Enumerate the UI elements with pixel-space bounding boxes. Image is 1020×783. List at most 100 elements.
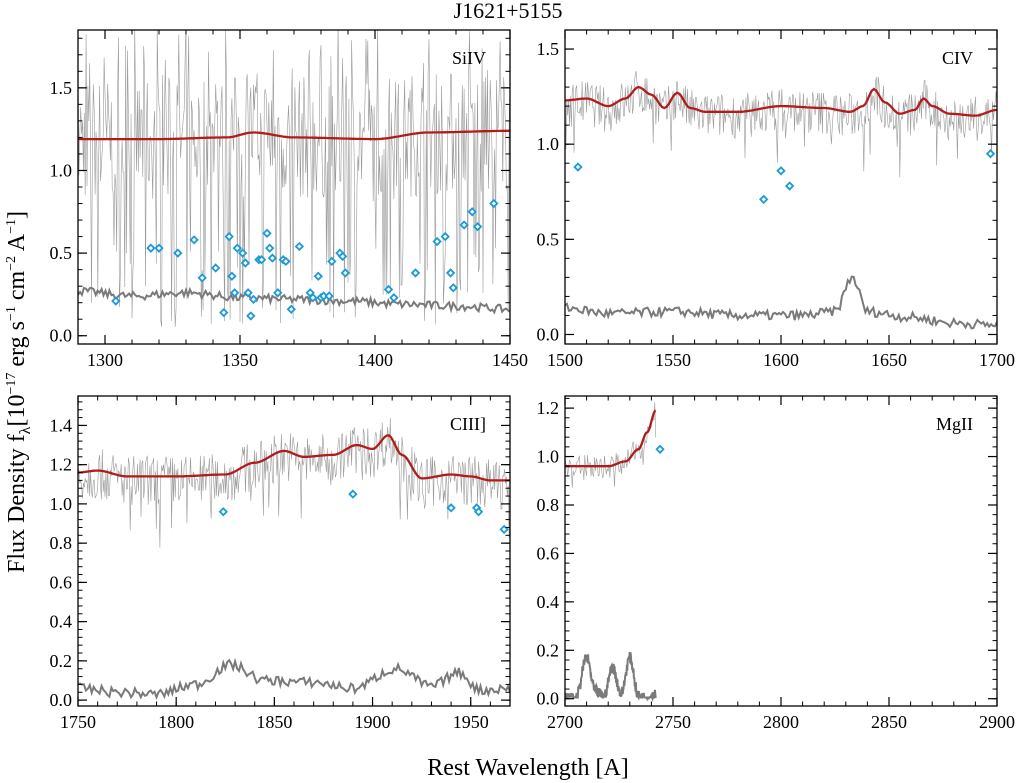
x-tick-label: 1650 <box>871 350 907 370</box>
x-tick-label: 1300 <box>87 350 123 370</box>
absorber-marker <box>146 243 156 253</box>
absorber-marker <box>218 507 228 517</box>
spectrum-line <box>78 417 510 548</box>
panel-label: SiIV <box>452 48 486 68</box>
plot-area <box>78 30 510 328</box>
absorber-marker <box>759 194 769 205</box>
y-tick-label: 1.5 <box>537 39 560 59</box>
absorber-marker <box>784 181 795 191</box>
absorber-marker <box>308 293 318 303</box>
panel-label: CIV <box>942 48 973 68</box>
x-tick-label: 1500 <box>547 350 583 370</box>
y-tick-label: 1.0 <box>537 134 560 154</box>
absorber-marker <box>256 255 267 265</box>
absorber-marker <box>573 162 583 172</box>
y-tick-label: 1.2 <box>50 455 73 475</box>
y-tick-label: 0.0 <box>50 690 73 710</box>
absorber-marker <box>448 283 458 293</box>
x-tick-label: 2850 <box>871 712 907 732</box>
plot-area <box>78 417 510 701</box>
x-tick-label: 1600 <box>763 350 799 370</box>
y-tick-label: 1.5 <box>50 78 73 98</box>
x-tick-label: 1750 <box>60 712 96 732</box>
absorber-marker <box>286 304 296 314</box>
y-tick-label: 0.6 <box>50 572 73 592</box>
model-line <box>565 409 657 468</box>
y-axis-label-cm-exp: −2 <box>4 256 19 271</box>
absorber-marker <box>432 236 442 247</box>
absorber-marker <box>227 271 237 281</box>
x-tick-label: 1450 <box>492 350 528 370</box>
absorber-marker <box>224 231 234 242</box>
absorber-marker <box>340 268 350 278</box>
absorber-marker <box>446 503 456 513</box>
y-tick-label: 0.2 <box>50 651 73 671</box>
y-tick-label: 0.8 <box>537 495 560 515</box>
absorber-marker <box>324 291 334 301</box>
error-line <box>565 651 657 703</box>
absorber-marker <box>265 243 275 253</box>
absorber-marker <box>383 284 394 295</box>
panel-mgii: 2700 2750 2800 2850 2900 0.0 0.2 0.4 0.6 0.8 1.0 1.… <box>537 395 1015 732</box>
x-tick-label: 1900 <box>355 712 391 732</box>
x-axis-label: Rest Wavelength [A] <box>427 755 629 781</box>
absorber-marker <box>267 253 278 263</box>
absorber-marker <box>294 241 305 252</box>
absorber-marker <box>655 444 665 454</box>
spectrum-line <box>565 70 997 178</box>
y-tick-label: 0.6 <box>537 543 560 563</box>
model-line <box>78 129 510 141</box>
panel-civ: 1500 1550 1600 1650 1700 0.0 0.5 1.0 1.5 CIV <box>537 29 1015 370</box>
y-tick-label: 0.4 <box>537 592 560 612</box>
y-axis-label-units: [10 <box>4 395 30 427</box>
x-tick-label: 1800 <box>158 712 194 732</box>
panels: 1300 1350 1400 1450 0.0 0.5 1.0 1.5 SiIV 1500 1550… <box>50 29 1015 732</box>
x-tick-label: 2750 <box>655 712 691 732</box>
model-line <box>565 85 997 117</box>
absorber-marker <box>173 248 183 258</box>
x-tick-label: 2700 <box>547 712 583 732</box>
y-axis-label-subscript: λ <box>17 426 34 434</box>
y-tick-label: 0.2 <box>537 640 560 660</box>
chart-title: J1621+5155 <box>454 0 563 23</box>
absorber-marker <box>313 271 323 281</box>
absorber-marker <box>211 263 221 273</box>
absorber-marker <box>459 220 469 230</box>
absorber-marker <box>248 294 259 305</box>
absorber-marker <box>232 243 242 253</box>
error-line <box>78 657 510 701</box>
y-tick-label: 0.0 <box>50 326 73 346</box>
x-tick-label: 2900 <box>979 712 1015 732</box>
y-axis-label: Flux Density fλ[10−17 erg s−1 cm−2 A−1] <box>4 211 34 573</box>
y-tick-label: 0.5 <box>537 229 560 249</box>
y-tick-label: 0.4 <box>50 612 73 632</box>
y-tick-label: 1.0 <box>50 160 73 180</box>
x-tick-label: 1700 <box>979 350 1015 370</box>
y-tick-label: 0.5 <box>50 243 73 263</box>
absorber-marker <box>410 268 421 278</box>
y-axis-label-s-exp: −1 <box>4 306 19 321</box>
y-axis-label-exp: −17 <box>4 373 19 395</box>
x-tick-label: 1350 <box>222 350 258 370</box>
error-line <box>78 286 510 315</box>
x-tick-label: 1550 <box>655 350 691 370</box>
absorber-marker <box>348 489 358 499</box>
x-tick-label: 1950 <box>453 712 489 732</box>
absorber-marker <box>389 293 399 303</box>
y-axis-label-cm: cm <box>4 271 30 307</box>
absorber-marker <box>240 258 251 268</box>
y-axis-label-A: A <box>4 233 30 256</box>
absorber-marker <box>985 149 996 159</box>
y-axis-label-close: ] <box>4 211 30 219</box>
absorber-marker <box>243 288 253 298</box>
absorber-marker <box>776 166 786 176</box>
x-tick-label: 1850 <box>256 712 292 732</box>
x-tick-label: 2800 <box>763 712 799 732</box>
y-axis-label-main: Flux Density f <box>4 434 30 573</box>
y-tick-label: 0.8 <box>50 533 73 553</box>
panel-ciii: 1750 1800 1850 1900 1950 0.0 0.2 0.4 0.6 0.8 1.0 1.… <box>50 395 511 732</box>
absorber-marker <box>472 221 483 232</box>
panel-label: CIII] <box>450 414 486 434</box>
y-tick-label: 1.0 <box>537 447 560 467</box>
y-tick-label: 1.0 <box>50 494 73 514</box>
